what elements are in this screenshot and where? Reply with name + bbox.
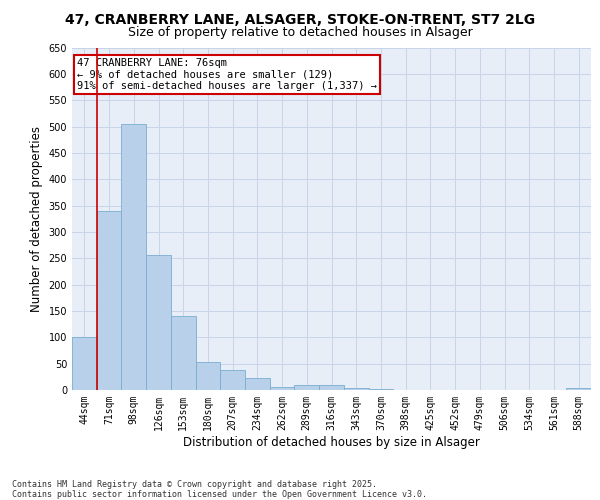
Bar (319, 384, 344, 390)
Bar (121, 124, 146, 390)
Bar (196, 362, 220, 390)
Text: Contains HM Land Registry data © Crown copyright and database right 2025.
Contai: Contains HM Land Registry data © Crown c… (12, 480, 427, 499)
X-axis label: Distribution of detached houses by size in Alsager: Distribution of detached houses by size … (183, 436, 480, 448)
Bar (72, 338, 97, 390)
Bar (171, 316, 196, 390)
Bar (270, 387, 295, 390)
Text: 47, CRANBERRY LANE, ALSAGER, STOKE-ON-TRENT, ST7 2LG: 47, CRANBERRY LANE, ALSAGER, STOKE-ON-TR… (65, 12, 535, 26)
Bar (295, 384, 319, 390)
Bar (245, 378, 270, 390)
Bar (146, 254, 171, 390)
Bar (220, 370, 245, 390)
Bar (97, 211, 121, 390)
Y-axis label: Number of detached properties: Number of detached properties (30, 126, 43, 312)
Bar (566, 388, 591, 390)
Text: 47 CRANBERRY LANE: 76sqm
← 9% of detached houses are smaller (129)
91% of semi-d: 47 CRANBERRY LANE: 76sqm ← 9% of detache… (77, 58, 377, 91)
Bar (344, 388, 368, 390)
Text: Size of property relative to detached houses in Alsager: Size of property relative to detached ho… (128, 26, 472, 39)
